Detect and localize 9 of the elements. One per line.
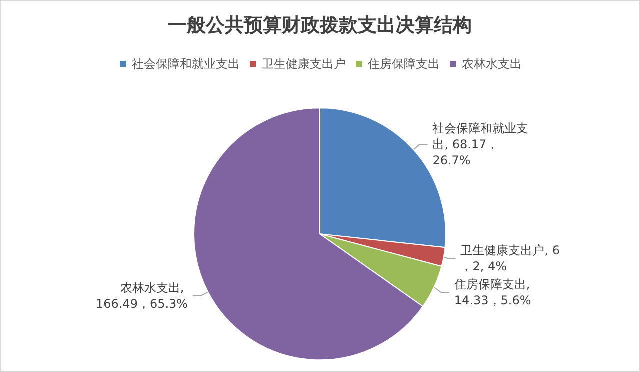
data-label: 社会保障和就业支出, 68.17，26.7% [432,122,529,168]
chart-title: 一般公共预算财政拨款支出决算结构 [168,14,472,36]
data-label: 农林水支出, 166.49，65.3% [96,280,188,311]
data-label: 住房保障支出, 14.33，5.6% [453,278,534,308]
legend-label: 卫生健康支出户 [262,57,346,71]
legend-label: 社会保障和就业支出 [132,57,240,71]
legend-label: 住房保障支出 [367,57,440,71]
data-label: 卫生健康支出户, 6，2, 4% [460,244,560,274]
legend-label: 农林水支出 [462,57,522,71]
